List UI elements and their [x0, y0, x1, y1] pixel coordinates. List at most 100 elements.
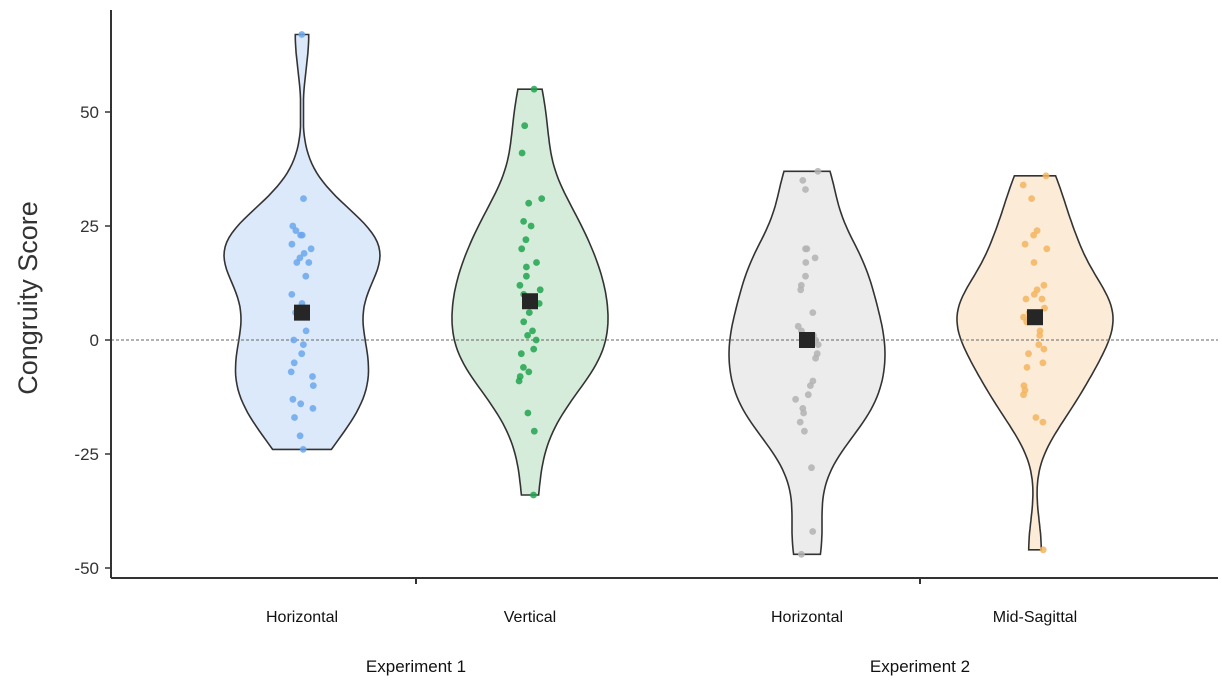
data-point: [293, 259, 301, 266]
data-point: [296, 432, 304, 440]
data-point: [1040, 345, 1048, 353]
data-point: [516, 281, 524, 289]
data-point: [300, 195, 307, 203]
data-point: [801, 427, 808, 435]
data-point: [1035, 341, 1043, 348]
data-point: [530, 427, 538, 435]
data-point: [536, 286, 544, 294]
y-axis-title: Congruity Score: [13, 201, 43, 395]
data-point: [792, 395, 799, 403]
data-point: [804, 391, 812, 399]
data-point: [797, 286, 805, 294]
data-point: [287, 368, 295, 376]
data-point: [525, 368, 533, 376]
data-point: [299, 446, 307, 453]
data-point: [298, 231, 306, 239]
data-point: [1030, 231, 1037, 239]
data-point: [1039, 546, 1047, 554]
x-tick-label: Horizontal: [771, 609, 843, 626]
data-point: [530, 491, 537, 499]
x-tick-label: Horizontal: [266, 609, 338, 626]
axes-layer: Horizontal Vertical Horizontal Mid-Sagittal…: [74, 10, 1218, 676]
data-point: [1023, 364, 1031, 371]
data-point: [307, 245, 315, 253]
y-tick-label: 50: [80, 103, 99, 122]
violin-1: [223, 33, 381, 451]
data-point: [1040, 281, 1048, 289]
data-point: [300, 341, 307, 348]
data-point: [515, 377, 523, 385]
data-point: [530, 85, 538, 93]
data-point: [1030, 259, 1038, 266]
data-point: [524, 409, 532, 417]
y-tick-label: -50: [74, 559, 99, 578]
data-point: [1036, 332, 1044, 339]
data-point: [288, 291, 296, 298]
data-point: [1038, 295, 1046, 303]
y-tick-label: 0: [90, 331, 99, 350]
violin-4: [956, 175, 1114, 551]
y-tick-label: -25: [74, 445, 99, 464]
data-point: [523, 263, 530, 271]
data-point: [297, 400, 305, 408]
data-point: [530, 345, 538, 353]
data-point: [290, 336, 298, 344]
data-point: [1025, 350, 1032, 358]
data-point: [289, 395, 297, 403]
data-point: [802, 245, 809, 253]
data-point: [302, 327, 310, 335]
data-point: [298, 31, 306, 38]
violins-layer: [223, 33, 1114, 556]
data-point: [800, 409, 807, 417]
data-point: [525, 199, 533, 207]
data-point: [520, 318, 528, 326]
x-group-label: Experiment 2: [870, 657, 970, 676]
data-point: [802, 272, 809, 280]
x-tick-label: Vertical: [504, 609, 556, 626]
data-point: [809, 309, 817, 316]
data-point: [300, 250, 308, 257]
data-point: [799, 177, 807, 184]
data-point: [1042, 172, 1050, 180]
data-point: [292, 227, 300, 235]
data-point: [305, 259, 313, 266]
data-point: [802, 259, 810, 266]
x-tick-label: Mid-Sagittal: [993, 609, 1077, 626]
data-point: [1028, 195, 1035, 203]
mean-marker-2: [522, 293, 538, 310]
mean-marker-4: [1027, 309, 1043, 326]
data-point: [302, 272, 310, 280]
data-point: [291, 414, 298, 421]
data-point: [527, 222, 535, 230]
data-point: [532, 336, 540, 344]
mean-marker-3: [799, 332, 815, 348]
data-point: [807, 382, 814, 389]
data-point: [290, 359, 298, 367]
data-point: [288, 240, 296, 248]
data-point: [796, 418, 804, 426]
violin-3: [728, 170, 886, 556]
data-point: [809, 528, 817, 535]
data-point: [802, 186, 809, 193]
data-point: [1032, 414, 1040, 421]
mean-marker-1: [294, 304, 310, 321]
data-point: [520, 364, 527, 371]
data-point: [520, 218, 527, 225]
data-point: [1039, 359, 1047, 367]
data-point: [812, 354, 819, 362]
data-point: [1019, 181, 1027, 189]
data-point: [518, 245, 526, 253]
data-point: [811, 254, 819, 262]
x-group-label: Experiment 1: [366, 657, 466, 676]
data-point: [521, 122, 529, 130]
data-point: [1030, 291, 1038, 298]
data-point: [814, 167, 822, 175]
violin-2: [451, 88, 609, 496]
data-point: [298, 350, 306, 358]
data-point: [798, 550, 805, 558]
data-point: [1039, 418, 1047, 426]
data-point: [1020, 391, 1027, 399]
means-layer: [294, 293, 1043, 348]
